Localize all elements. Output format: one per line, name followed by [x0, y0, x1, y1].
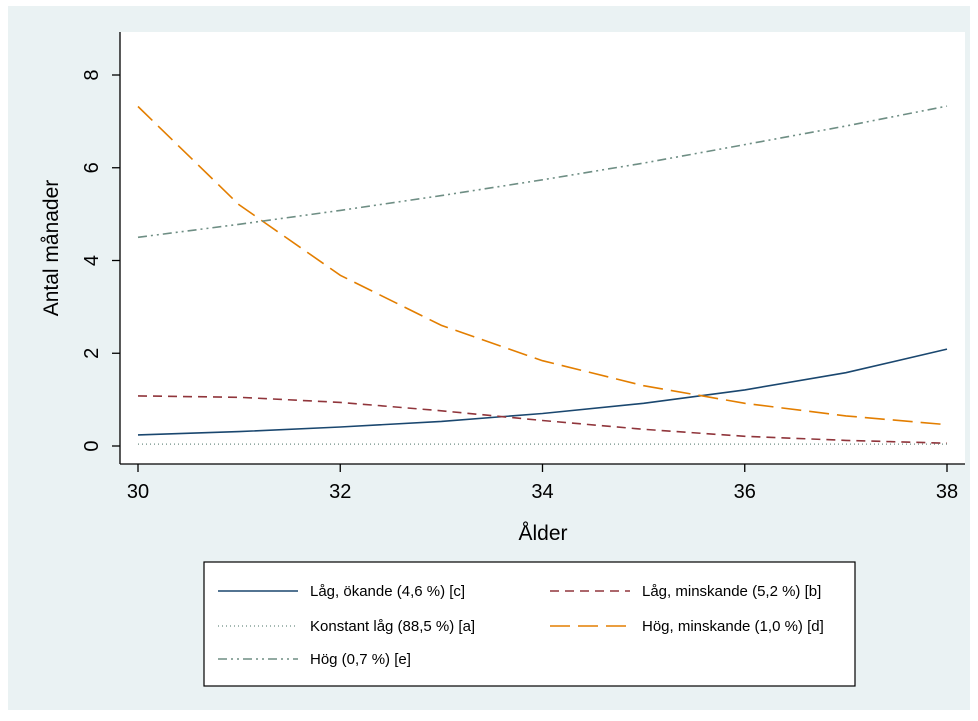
legend-label-4: Hög (0,7 %) [e] [310, 651, 411, 668]
y-tick-label-3: 6 [81, 162, 103, 173]
legend-label-0: Låg, ökande (4,6 %) [c] [310, 583, 465, 600]
x-tick-label-4: 38 [936, 481, 958, 503]
series-line-3 [137, 105, 948, 426]
x-axis-ticks: 30 32 34 36 38 [127, 464, 958, 503]
x-axis-title: Ålder [518, 522, 567, 545]
legend-label-3: Hög, minskande (1,0 %) [d] [642, 618, 824, 635]
y-tick-label-4: 8 [81, 69, 103, 80]
y-axis-title: Antal månader [40, 180, 63, 317]
legend-label-2: Konstant låg (88,5 %) [a] [310, 618, 475, 635]
y-tick-label-2: 4 [81, 255, 103, 266]
series-line-1 [137, 395, 948, 444]
legend-label-1: Låg, minskande (5,2 %) [b] [642, 583, 821, 600]
series-line-0 [137, 348, 948, 436]
x-tick-label-3: 36 [734, 481, 756, 503]
y-tick-label-1: 2 [81, 348, 103, 359]
x-tick-label-0: 30 [127, 481, 149, 503]
legend: Låg, ökande (4,6 %) [c] Låg, minskande (5… [203, 561, 856, 687]
y-tick-label-0: 0 [81, 440, 103, 451]
series-line-4 [137, 105, 948, 239]
x-tick-label-1: 32 [329, 481, 351, 503]
plot-area [120, 32, 965, 464]
x-tick-label-2: 34 [531, 481, 553, 503]
y-axis-ticks: 0 2 4 6 8 [81, 69, 120, 452]
series-layer [137, 105, 948, 445]
legend-box [203, 561, 856, 687]
